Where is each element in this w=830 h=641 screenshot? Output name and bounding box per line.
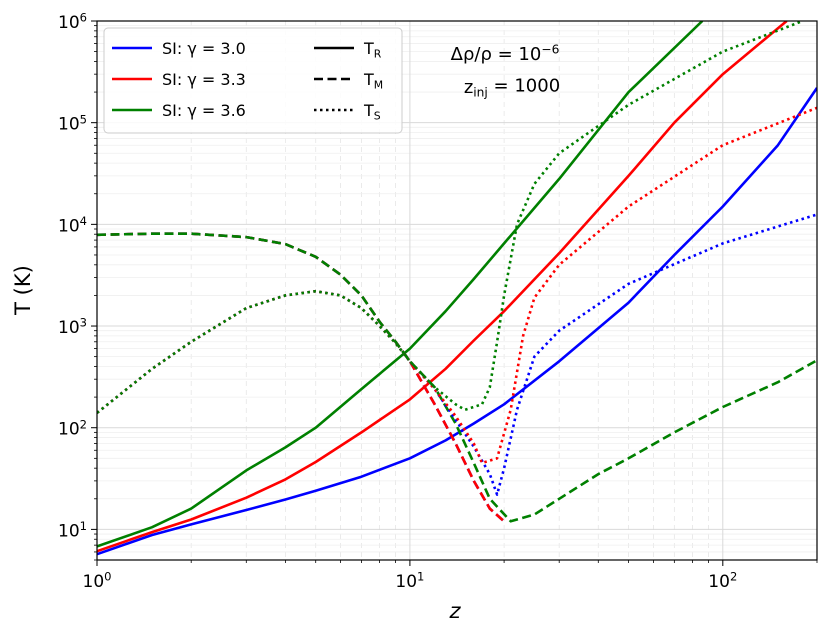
grid — [96, 20, 818, 561]
y-tick-label: 103 — [58, 316, 87, 338]
legend: SI: γ = 3.0 SI: γ = 3.3 SI: γ = 3.6 TR TM TS — [103, 27, 403, 134]
x-tick-label: 102 — [708, 570, 737, 592]
legend-box — [103, 27, 403, 134]
x-tick-label: 101 — [395, 570, 424, 592]
legend-model-label: SI: γ = 3.0 — [162, 39, 246, 58]
y-axis-label: T (K) — [11, 265, 35, 316]
legend-style-label: TR — [363, 39, 382, 60]
series-tr-3-0 — [97, 87, 817, 556]
series-tr-3-3 — [97, 21, 788, 553]
legend-model-label: SI: γ = 3.3 — [162, 70, 246, 89]
series-ts-3-6 — [97, 21, 804, 414]
y-tick-label: 106 — [58, 11, 87, 33]
y-axis-label-group: T (K) — [11, 265, 35, 316]
annotation-line-2: zinj = 1000 — [464, 75, 560, 99]
series-tr-3-6 — [97, 21, 704, 548]
legend-style-label: TS — [363, 101, 381, 122]
x-tick-label: 100 — [83, 570, 112, 592]
y-tick-label: 102 — [58, 417, 87, 439]
y-tick-label: 104 — [58, 214, 87, 236]
series-layer — [97, 21, 817, 556]
x-axis-label: z — [448, 599, 461, 623]
legend-model-label: SI: γ = 3.6 — [162, 101, 246, 120]
y-tick-label: 101 — [58, 519, 87, 541]
annotation-line-1: Δρ/ρ = 10−6 — [451, 42, 560, 65]
axis-ticks: 100 101 102 101 102 103 104 105 106 — [58, 11, 818, 592]
plot-frame — [96, 20, 818, 561]
y-tick-label: 105 — [58, 112, 87, 134]
legend-style-label: TM — [363, 70, 383, 91]
